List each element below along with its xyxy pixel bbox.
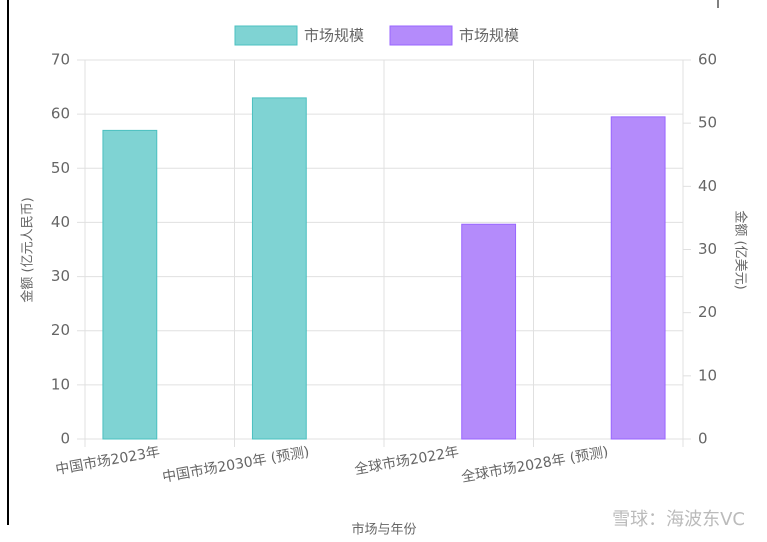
y-tick-label: 20 xyxy=(51,321,70,339)
y-tick-label: 0 xyxy=(60,430,70,448)
watermark: 雪球：海波东VC xyxy=(612,509,745,530)
y2-tick-label: 20 xyxy=(698,303,717,321)
y-tick-label: 30 xyxy=(51,267,70,285)
bar xyxy=(610,116,666,440)
y2-axis-title: 金额 (亿美元) xyxy=(733,210,749,289)
bar xyxy=(461,223,517,440)
y2-tick-label: 0 xyxy=(698,430,708,448)
legend-label: 市场规模 xyxy=(459,27,519,45)
bar xyxy=(251,97,307,440)
legend-swatch xyxy=(389,25,453,46)
legend: 市场规模 市场规模 xyxy=(234,25,519,46)
y2-tick-label: 50 xyxy=(698,114,717,132)
x-tick-label: 全球市场2028年 (预测) xyxy=(460,443,610,486)
y2-tick-label: 30 xyxy=(698,240,717,258)
legend-swatch xyxy=(234,25,298,46)
y-tick-label: 10 xyxy=(51,375,70,393)
y-axis-title: 金额 (亿元人民币) xyxy=(20,197,36,302)
y2-tick-label: 10 xyxy=(698,366,717,384)
x-axis-title: 市场与年份 xyxy=(351,522,416,538)
y-tick-label: 40 xyxy=(51,213,70,231)
x-tick-label: 中国市场2030年 (预测) xyxy=(161,443,311,486)
y-tick-label: 60 xyxy=(51,105,70,123)
y2-tick-label: 40 xyxy=(698,177,717,195)
legend-label: 市场规模 xyxy=(304,27,364,45)
y-tick-label: 70 xyxy=(51,51,70,69)
bar xyxy=(102,129,158,440)
x-tick-label: 中国市场2023年 xyxy=(54,443,161,478)
y-tick-label: 50 xyxy=(51,159,70,177)
x-tick-label: 全球市场2022年 xyxy=(353,443,460,478)
y2-tick-label: 60 xyxy=(698,51,717,69)
